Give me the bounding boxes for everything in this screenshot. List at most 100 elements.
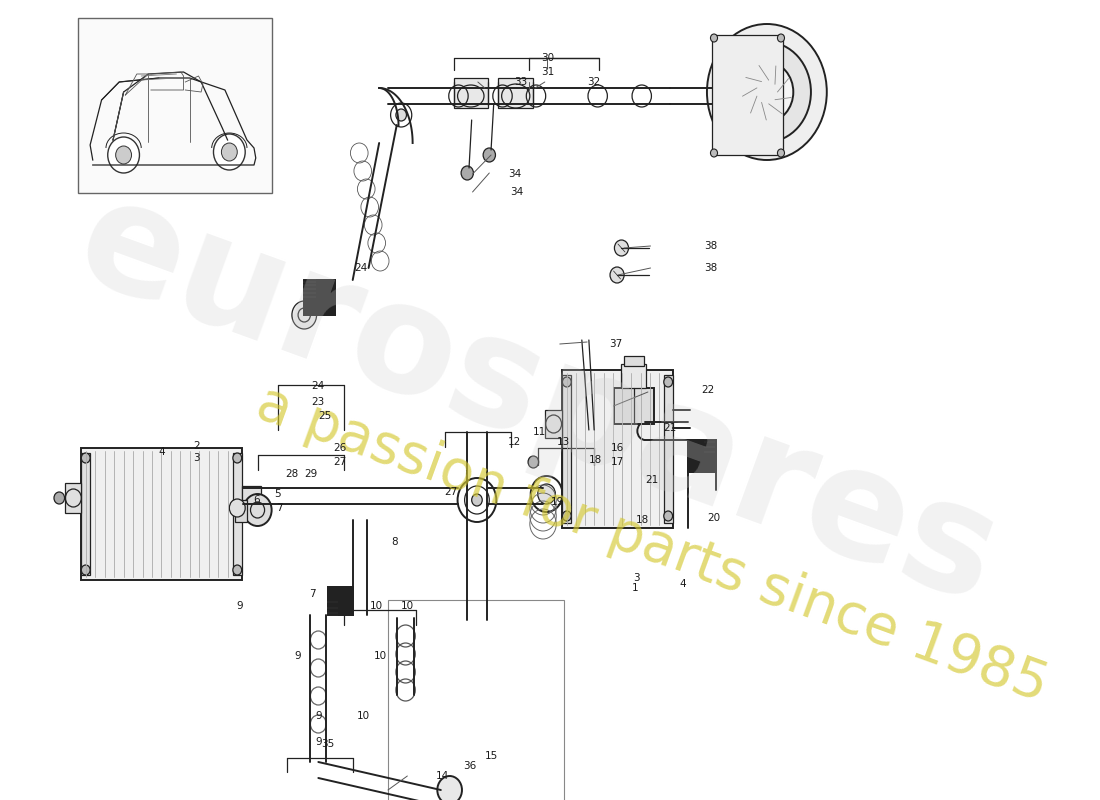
Circle shape [778, 149, 784, 157]
Circle shape [221, 143, 238, 161]
Text: 14: 14 [436, 771, 450, 781]
Circle shape [243, 494, 272, 526]
Circle shape [233, 453, 242, 463]
Text: 9: 9 [294, 651, 300, 661]
Text: 21: 21 [646, 475, 659, 485]
Text: 37: 37 [608, 339, 622, 349]
Text: 3: 3 [194, 454, 200, 463]
Circle shape [396, 109, 407, 121]
Text: 19: 19 [550, 498, 564, 507]
Text: 36: 36 [463, 762, 476, 771]
Text: 10: 10 [371, 602, 384, 611]
Text: eurospares: eurospares [58, 165, 1018, 635]
Bar [621, 364, 646, 388]
Bar [544, 410, 562, 438]
Circle shape [663, 511, 672, 521]
Circle shape [778, 34, 784, 42]
Text: 11: 11 [534, 427, 547, 437]
Bar [242, 486, 261, 514]
Circle shape [615, 240, 628, 256]
Text: 34: 34 [508, 170, 521, 179]
Text: 30: 30 [541, 53, 554, 62]
Bar [81, 453, 90, 575]
Text: 29: 29 [305, 469, 318, 478]
Circle shape [483, 148, 495, 162]
Bar [454, 78, 487, 108]
Text: 21: 21 [663, 423, 676, 433]
Bar [78, 18, 272, 193]
Text: 7: 7 [276, 503, 283, 513]
Text: 26: 26 [333, 443, 346, 453]
Text: 38: 38 [704, 263, 717, 273]
Circle shape [663, 377, 672, 387]
Bar [233, 453, 242, 575]
Text: 5: 5 [275, 489, 282, 498]
Text: 34: 34 [509, 187, 524, 197]
Circle shape [740, 62, 793, 122]
Text: 28: 28 [285, 469, 298, 478]
Text: 27: 27 [333, 458, 346, 467]
Circle shape [108, 137, 140, 173]
Circle shape [528, 456, 539, 468]
Circle shape [562, 377, 571, 387]
Text: 10: 10 [402, 602, 415, 611]
Text: 24: 24 [311, 382, 324, 391]
Text: 18: 18 [636, 515, 649, 525]
Bar [234, 500, 248, 522]
Circle shape [81, 565, 90, 575]
Circle shape [116, 146, 132, 164]
Text: 9: 9 [235, 602, 242, 611]
Bar [81, 448, 242, 580]
Text: 9: 9 [316, 711, 322, 721]
Circle shape [711, 34, 717, 42]
Text: 20: 20 [707, 514, 721, 523]
Text: 3: 3 [634, 573, 640, 582]
Circle shape [707, 24, 827, 160]
Bar [562, 375, 571, 523]
Text: 15: 15 [485, 751, 498, 761]
Text: 23: 23 [311, 398, 324, 407]
Circle shape [229, 499, 245, 517]
Text: 32: 32 [587, 78, 601, 87]
Text: 12: 12 [508, 437, 521, 446]
Circle shape [757, 80, 778, 104]
Text: 4: 4 [680, 579, 686, 589]
Circle shape [723, 42, 811, 142]
Text: 10: 10 [374, 651, 387, 661]
Bar [624, 356, 644, 366]
Bar [65, 483, 81, 513]
Text: 22: 22 [701, 386, 714, 395]
Circle shape [54, 492, 65, 504]
Circle shape [438, 776, 462, 800]
Circle shape [610, 267, 624, 283]
Text: 24: 24 [354, 263, 368, 273]
Bar [663, 375, 672, 523]
Text: 1: 1 [631, 583, 638, 593]
Text: 31: 31 [541, 67, 554, 77]
Bar [562, 370, 672, 528]
Circle shape [292, 301, 317, 329]
Bar [712, 35, 783, 155]
Bar [614, 388, 654, 424]
Text: 38: 38 [704, 242, 717, 251]
Text: 6: 6 [253, 495, 260, 505]
Text: 17: 17 [610, 458, 624, 467]
Text: 33: 33 [514, 78, 527, 87]
Text: 2: 2 [194, 442, 200, 451]
Bar [388, 600, 564, 800]
Text: 25: 25 [318, 411, 331, 421]
Bar [498, 78, 534, 108]
Text: 13: 13 [557, 437, 570, 446]
Text: 8: 8 [390, 538, 397, 547]
Text: 27: 27 [444, 487, 458, 497]
Text: 4: 4 [158, 447, 165, 457]
Circle shape [711, 149, 717, 157]
Circle shape [213, 134, 245, 170]
Circle shape [81, 453, 90, 463]
Circle shape [461, 166, 473, 180]
Text: 9: 9 [316, 738, 322, 747]
Circle shape [233, 565, 242, 575]
Circle shape [562, 511, 571, 521]
Text: a passion for parts since 1985: a passion for parts since 1985 [250, 376, 1055, 714]
Text: 7: 7 [309, 589, 316, 598]
